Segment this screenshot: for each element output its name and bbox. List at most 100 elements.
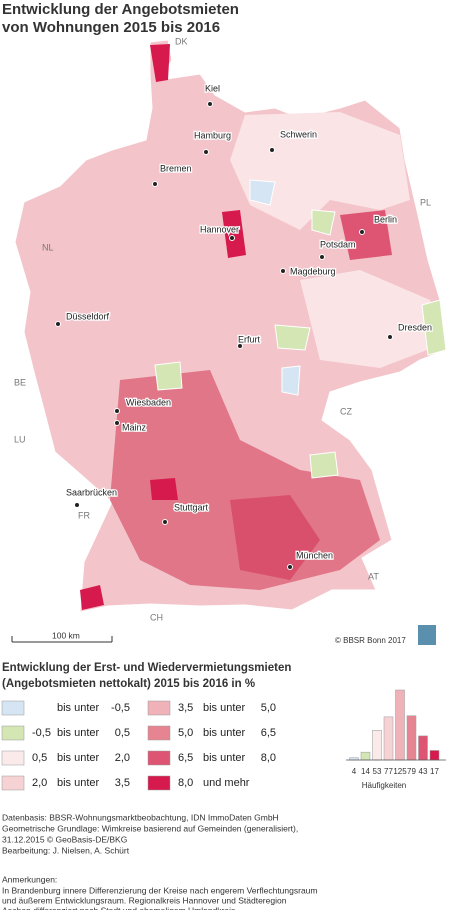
legend-label: 0,5 <box>32 752 47 764</box>
region-strong <box>150 478 178 500</box>
histogram-count: 53 <box>373 767 382 776</box>
histogram-bar <box>406 715 417 761</box>
country-code: PL <box>420 197 431 207</box>
region-light <box>230 112 410 230</box>
histogram-count: 4 <box>352 767 357 776</box>
region-green <box>421 299 447 356</box>
city-dot <box>269 147 275 153</box>
legend-swatch <box>147 700 171 716</box>
legend-label: 2,0 <box>32 777 47 789</box>
source-line: 31.12.2015 © GeoBasis-DE/BKG <box>2 834 127 844</box>
map <box>11 39 447 645</box>
city-label: Schwerin <box>280 129 317 139</box>
histogram-count: 14 <box>361 767 370 776</box>
region-green <box>274 324 311 351</box>
histogram-bar <box>429 750 440 761</box>
histogram-count: 125 <box>393 767 407 776</box>
legend-label: 3,5 <box>178 702 193 714</box>
note-line: Aachen differenziert nach Stadt und ehem… <box>2 905 238 910</box>
region-green <box>309 451 339 479</box>
legend-label: 2,0 <box>115 752 130 764</box>
title: Entwicklung der Angebotsmieten <box>2 1 239 18</box>
legend-swatch <box>147 750 171 766</box>
histogram-count: 43 <box>419 767 428 776</box>
legend-label: bis unter <box>57 752 100 764</box>
histogram-count: 77 <box>384 767 393 776</box>
region-green <box>311 209 336 236</box>
histogram-count: 17 <box>430 767 439 776</box>
country-code: NL <box>42 242 54 252</box>
legend-label: und mehr <box>203 777 250 789</box>
city-dot <box>319 254 325 260</box>
legend-label: bis unter <box>57 777 100 789</box>
city-dot <box>74 502 80 508</box>
country-code: CH <box>150 612 163 622</box>
legend-title: (Angebotsmieten nettokalt) 2015 bis 2016… <box>2 678 255 690</box>
legend-label: 5,0 <box>178 727 193 739</box>
legend-label: bis unter <box>57 702 100 714</box>
city-dot <box>162 519 168 525</box>
legend-label: 3,5 <box>115 777 130 789</box>
city-label: Stuttgart <box>174 502 209 512</box>
legend-label: 0,5 <box>115 727 130 739</box>
city-dot <box>152 181 158 187</box>
city-label: München <box>296 550 333 560</box>
legend-swatch <box>147 775 171 791</box>
legend-label: -0,5 <box>111 702 130 714</box>
city-label: Magdeburg <box>290 266 336 276</box>
region-blue <box>281 365 301 396</box>
region-green <box>154 361 183 391</box>
city-dot <box>229 235 235 241</box>
histogram-label: Häufigkeiten <box>362 781 406 790</box>
city-label: Düsseldorf <box>66 311 110 321</box>
city-dot <box>114 408 120 414</box>
scale-label: 100 km <box>52 630 80 640</box>
city-label: Mainz <box>122 422 147 432</box>
city-label: Hannover <box>200 224 239 234</box>
legend-label: 8,0 <box>261 752 276 764</box>
region-strong <box>80 585 104 610</box>
note-line: und äußerem Entwicklungsraum. Regionalkr… <box>2 895 287 905</box>
legend-label: -0,5 <box>32 727 51 739</box>
legend-swatch <box>1 725 25 741</box>
histogram-bar <box>395 689 405 761</box>
region-strong <box>222 210 246 258</box>
legend-label: bis unter <box>203 702 246 714</box>
city-label: Erfurt <box>238 334 261 344</box>
histogram-count: 79 <box>407 767 416 776</box>
legend-swatch <box>147 725 171 741</box>
histogram-bar <box>418 735 428 761</box>
legend-label: bis unter <box>203 752 246 764</box>
city-label: Hamburg <box>194 130 231 140</box>
legend-label: 6,5 <box>261 727 276 739</box>
city-dot <box>237 343 243 349</box>
city-label: Saarbrücken <box>66 487 117 497</box>
legend-swatch <box>1 750 25 766</box>
histogram-bar <box>383 716 394 761</box>
city-label: Berlin <box>374 214 397 224</box>
city-label: Kiel <box>205 83 220 93</box>
region-light <box>300 270 440 368</box>
city-dot <box>387 334 393 340</box>
city-label: Wiesbaden <box>126 397 171 407</box>
region-darker <box>230 495 320 580</box>
histogram-bar <box>372 730 382 761</box>
legend-swatch <box>1 775 25 791</box>
source-line: Geometrische Grundlage: Wimkreise basier… <box>2 823 298 833</box>
city-label: Bremen <box>160 163 192 173</box>
histogram-bar <box>360 751 371 761</box>
city-label: Dresden <box>398 322 432 332</box>
city-dot <box>287 564 293 570</box>
city-dot <box>55 321 61 327</box>
copyright: © BBSR Bonn 2017 <box>335 636 406 645</box>
legend-label: bis unter <box>203 727 246 739</box>
country-code: BE <box>14 377 26 387</box>
note-line: In Brandenburg innere Differenzierung de… <box>2 885 317 895</box>
legend-label: 8,0 <box>178 777 193 789</box>
city-dot <box>203 149 209 155</box>
country-code: LU <box>14 434 26 444</box>
source-line: Datenbasis: BBSR-Wohnungsmarktbeobachtun… <box>2 812 279 822</box>
source-line: Bearbeitung: J. Nielsen, A. Schürt <box>2 845 130 855</box>
country-code: AT <box>368 571 379 581</box>
country-code: CZ <box>340 406 352 416</box>
